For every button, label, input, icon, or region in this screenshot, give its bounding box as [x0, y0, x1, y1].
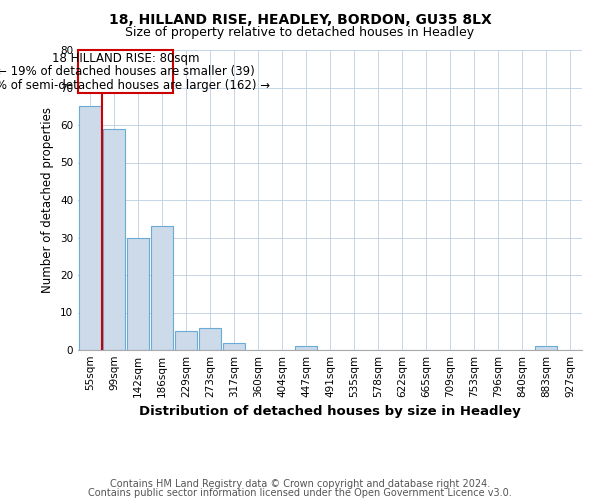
Bar — [151, 226, 173, 350]
Text: 18, HILLAND RISE, HEADLEY, BORDON, GU35 8LX: 18, HILLAND RISE, HEADLEY, BORDON, GU35 … — [109, 12, 491, 26]
Bar — [175, 332, 197, 350]
Text: Contains public sector information licensed under the Open Government Licence v3: Contains public sector information licen… — [88, 488, 512, 498]
Y-axis label: Number of detached properties: Number of detached properties — [41, 107, 55, 293]
Text: 18 HILLAND RISE: 80sqm: 18 HILLAND RISE: 80sqm — [52, 52, 199, 65]
FancyBboxPatch shape — [78, 50, 173, 93]
Bar — [223, 342, 245, 350]
Bar — [535, 346, 557, 350]
Bar — [79, 106, 101, 350]
Bar — [199, 328, 221, 350]
Bar — [295, 346, 317, 350]
Text: 81% of semi-detached houses are larger (162) →: 81% of semi-detached houses are larger (… — [0, 79, 270, 92]
X-axis label: Distribution of detached houses by size in Headley: Distribution of detached houses by size … — [139, 406, 521, 418]
Text: ← 19% of detached houses are smaller (39): ← 19% of detached houses are smaller (39… — [0, 65, 254, 78]
Text: Size of property relative to detached houses in Headley: Size of property relative to detached ho… — [125, 26, 475, 39]
Bar — [103, 128, 125, 350]
Bar — [127, 238, 149, 350]
Text: Contains HM Land Registry data © Crown copyright and database right 2024.: Contains HM Land Registry data © Crown c… — [110, 479, 490, 489]
